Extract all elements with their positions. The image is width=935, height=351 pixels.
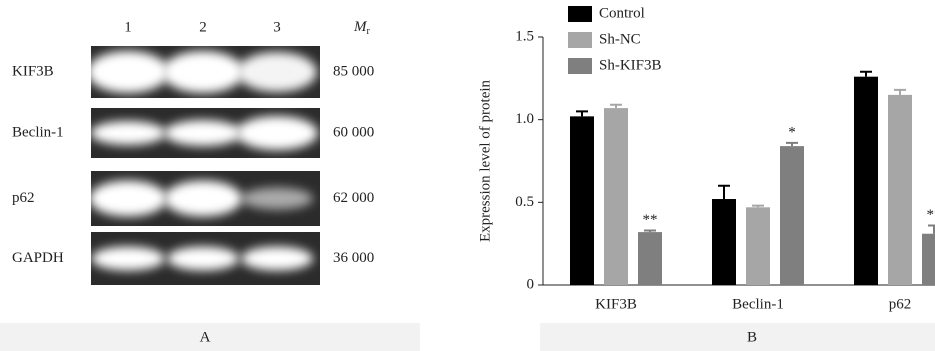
legend-label: Sh-NC <box>599 31 641 47</box>
legend-swatch <box>568 32 592 48</box>
blot-band <box>90 121 166 145</box>
row-label: KIF3B <box>12 63 54 79</box>
significance: ** <box>927 207 935 223</box>
bar <box>570 116 594 285</box>
error-bar <box>928 225 935 233</box>
error-bar <box>718 186 730 199</box>
x-tick-label: Beclin-1 <box>732 296 784 312</box>
legend-label: Sh-KIF3B <box>599 57 662 73</box>
lane-label: 3 <box>273 19 281 35</box>
caption-strip <box>540 323 935 351</box>
mr-sub: r <box>367 26 371 37</box>
blot-band <box>236 116 318 150</box>
panel-label: A <box>200 329 211 345</box>
y-tick-label: 1.5 <box>515 28 534 44</box>
lane-label: 1 <box>124 19 132 35</box>
blot-band <box>241 247 313 271</box>
bar <box>888 95 912 285</box>
bar <box>712 199 736 285</box>
blot-band <box>164 120 242 146</box>
y-tick-label: 1.0 <box>515 111 534 127</box>
blot-band <box>87 51 169 93</box>
error-bar <box>752 206 764 208</box>
bar <box>854 77 878 285</box>
row-label: p62 <box>12 190 35 206</box>
blot-band <box>241 188 313 210</box>
bar <box>780 146 804 285</box>
significance: * <box>788 124 796 140</box>
blot-band <box>91 247 165 271</box>
bar <box>604 108 628 285</box>
blot-band <box>89 181 167 217</box>
mr-value: 60 000 <box>333 124 374 140</box>
row-label: GAPDH <box>12 250 64 266</box>
error-bar <box>576 111 588 116</box>
bar <box>922 234 935 285</box>
bar <box>746 207 770 285</box>
blot-band <box>162 51 244 93</box>
error-bar <box>860 72 872 77</box>
blot-band <box>237 52 317 92</box>
error-bar <box>786 143 798 146</box>
error-bar <box>894 90 906 95</box>
error-bar <box>610 105 622 108</box>
blot-band <box>164 181 242 217</box>
x-tick-label: p62 <box>889 296 912 312</box>
legend-label: Control <box>599 5 645 21</box>
figure: A B Mr 1 2 3 KIF3B 85 000 Beclin-1 60 000 p62 62… <box>0 0 935 351</box>
blot-band <box>167 247 239 271</box>
row-label: Beclin-1 <box>12 124 64 140</box>
y-axis-label: Expression level of protein <box>477 79 493 242</box>
mr-value: 36 000 <box>333 250 374 266</box>
legend-swatch <box>568 6 592 22</box>
legend-swatch <box>568 58 592 74</box>
error-bar <box>644 230 656 232</box>
y-tick-label: 0.5 <box>515 194 534 210</box>
bar <box>638 232 662 285</box>
mr-value: 62 000 <box>333 190 374 206</box>
x-tick-label: KIF3B <box>595 296 637 312</box>
lane-label: 2 <box>199 19 207 35</box>
significance: ** <box>643 212 658 228</box>
mr-value: 85 000 <box>333 63 374 79</box>
mr-label: Mr <box>353 19 371 37</box>
panel-label: B <box>747 329 757 345</box>
y-tick-label: 0 <box>527 276 535 292</box>
